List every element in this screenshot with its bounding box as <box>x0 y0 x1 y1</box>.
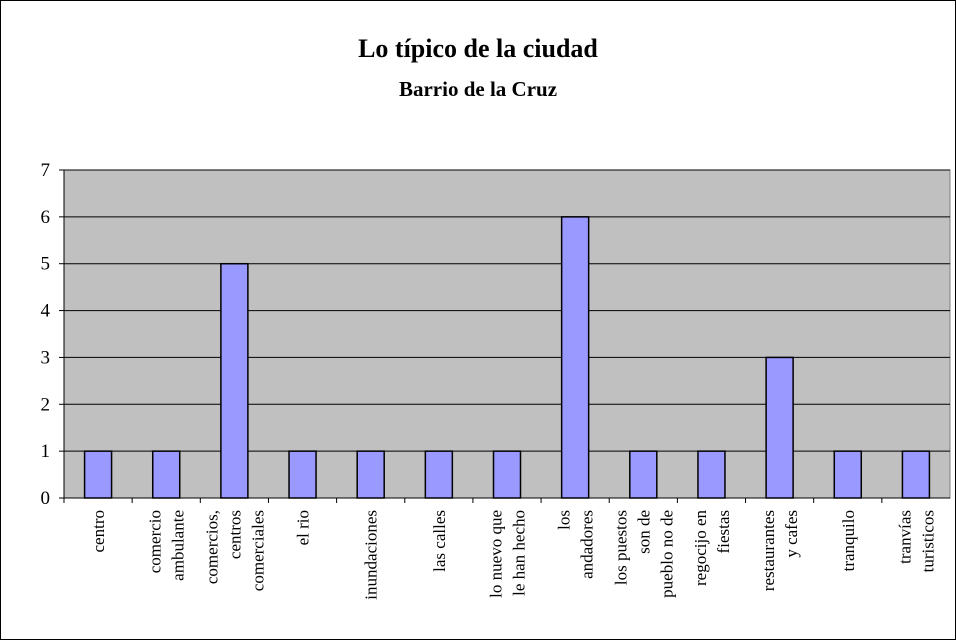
y-tick-label: 4 <box>41 301 51 322</box>
x-tick-label: comercio ambulante <box>146 510 188 581</box>
bar <box>424 450 454 499</box>
bar <box>288 450 317 499</box>
bar <box>356 450 385 499</box>
x-tick-label: tranvías turisticos <box>895 510 937 572</box>
x-tick-label: el rio <box>294 510 313 545</box>
bar <box>560 216 590 499</box>
bar <box>901 450 931 499</box>
x-tick-label: comercios, centros comerciales <box>202 510 267 591</box>
x-tick-label: tranquilo <box>839 510 858 571</box>
y-tick-label: 3 <box>41 347 51 368</box>
bar <box>629 450 658 499</box>
x-tick-label: restaurantes y cafes <box>759 510 801 591</box>
plot-area <box>63 169 951 499</box>
x-tick-label: inundaciones <box>362 510 381 600</box>
bar <box>83 450 113 499</box>
x-tick-label: regocijo en fiestas <box>691 510 733 586</box>
bar <box>492 450 522 499</box>
x-tick-label: lo nuevo que le han hecho <box>487 510 529 598</box>
y-tick-label: 1 <box>41 441 51 462</box>
chart-title: Lo típico de la ciudad <box>358 34 598 63</box>
y-tick-label: 6 <box>41 207 51 228</box>
y-tick-label: 0 <box>41 488 51 509</box>
x-tick-label: las calles <box>430 510 449 572</box>
x-tick-label: los puestos son de pueblo no de <box>611 510 676 598</box>
bar <box>220 262 249 499</box>
y-tick-label: 5 <box>41 254 51 275</box>
bar <box>151 450 181 499</box>
bar <box>833 450 863 499</box>
x-tick-label: los andadores <box>555 510 597 579</box>
chart-subtitle: Barrio de la Cruz <box>399 77 557 101</box>
y-tick-label: 7 <box>41 160 51 181</box>
bar <box>765 356 794 499</box>
y-tick-label: 2 <box>41 394 51 415</box>
bar <box>697 450 726 499</box>
x-tick-label: centro <box>89 510 108 552</box>
